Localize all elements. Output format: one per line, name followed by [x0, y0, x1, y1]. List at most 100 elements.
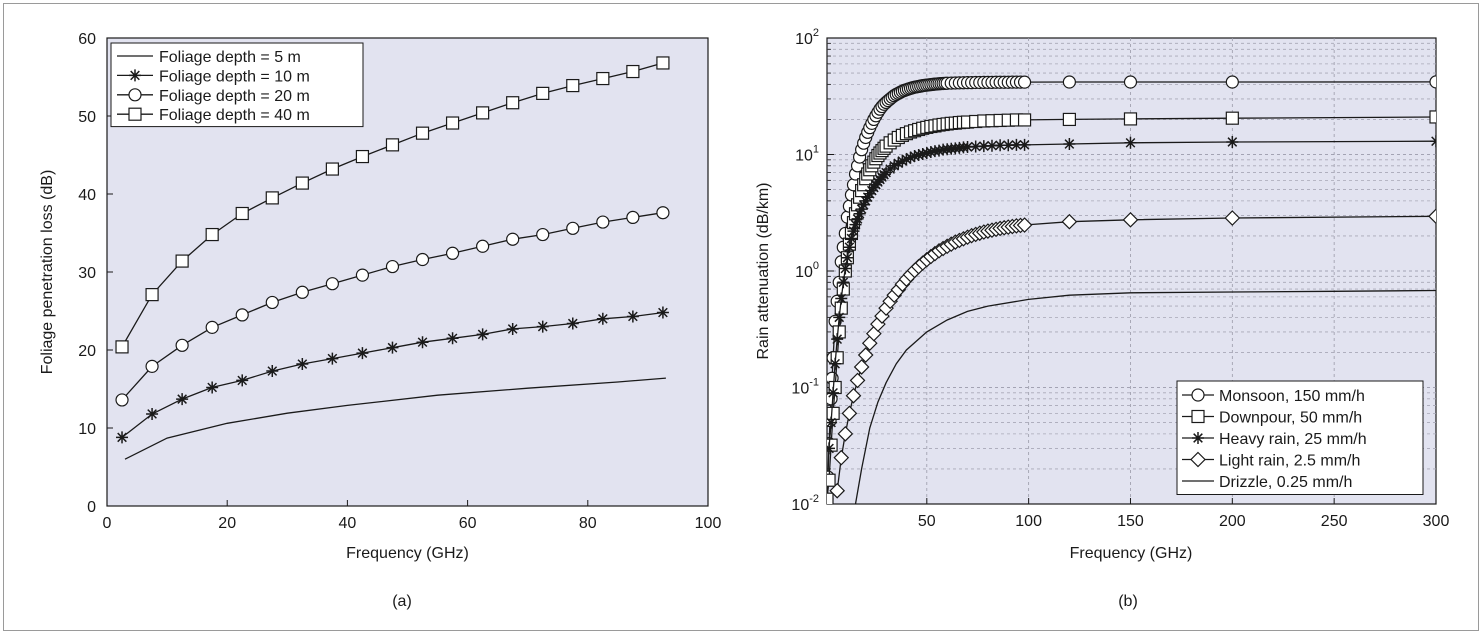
data-point-a-4 [506, 96, 520, 110]
data-point-a-4 [566, 78, 580, 93]
data-point-b-3 [924, 146, 937, 159]
legend-marker-a [128, 107, 142, 121]
x-tick-label-a: 60 [459, 515, 477, 532]
data-point-a-2 [116, 431, 129, 444]
x-tick-label-a: 40 [339, 515, 357, 532]
data-point-b-3 [977, 140, 990, 153]
data-point-b-2 [827, 406, 840, 420]
data-point-b-4 [857, 347, 874, 363]
data-point-b-3 [961, 140, 974, 153]
data-point-a-2 [356, 347, 369, 360]
data-point-b-3 [1430, 135, 1436, 148]
data-point-a-4 [115, 340, 129, 354]
data-point-b-4 [841, 405, 858, 422]
data-point-a-3 [235, 308, 249, 322]
x-axis-label-b: Frequency (GHz) [1070, 545, 1193, 562]
data-point-a-4 [445, 116, 460, 130]
data-point-a-3 [506, 232, 520, 246]
data-point-a-3 [536, 227, 550, 242]
data-point-a-4 [145, 288, 159, 302]
data-point-a-2 [266, 365, 279, 378]
data-point-a-4 [626, 64, 640, 79]
data-point-b-3 [863, 187, 876, 200]
x-tick-label-b: 50 [918, 513, 936, 530]
y-tick-label-a: 10 [78, 421, 96, 438]
data-point-b-2 [827, 492, 834, 504]
y-axis-label-b: Rain attenuation (dB/km) [755, 183, 772, 360]
legend-box-b [1176, 380, 1424, 495]
legend-marker-b [1192, 432, 1204, 444]
data-point-b-3 [908, 150, 921, 163]
legend-label-b: Monsoon, 150 mm/h [1219, 388, 1365, 405]
y-tick-label-a: 30 [78, 265, 96, 282]
y-tick-label-a: 0 [87, 499, 96, 516]
data-point-a-4 [656, 56, 670, 70]
data-point-a-3 [145, 359, 159, 373]
data-point-a-2 [416, 336, 429, 349]
data-point-a-3 [626, 210, 640, 224]
data-point-a-4 [325, 162, 339, 176]
series-line-b-5 [854, 289, 1436, 504]
y-tick-label-b: 101 [795, 144, 819, 165]
data-point-a-3 [175, 338, 189, 352]
data-point-b-4 [853, 359, 870, 375]
data-point-b-3 [920, 147, 933, 160]
data-point-b-3 [841, 251, 854, 264]
data-point-b-4 [1122, 211, 1139, 228]
legend-label-a: Foliage depth = 5 m [159, 49, 301, 66]
y-tick-label-b: 102 [795, 27, 819, 48]
data-point-a-2 [296, 358, 309, 371]
data-point-a-3 [355, 268, 370, 282]
data-point-b-3 [851, 212, 864, 225]
data-point-b-3 [1124, 136, 1137, 149]
panel-a: 0 20 40 60 80 100 0 10 20 30 40 50 60 Foliage depth … [39, 31, 721, 610]
legend-a: Foliage depth = 5 m Foliage depth = 10 m F… [110, 42, 364, 128]
data-point-a-3 [445, 246, 460, 260]
data-point-b-3 [853, 207, 866, 220]
y-tick-label-a: 20 [78, 343, 96, 360]
data-point-b-3 [831, 333, 844, 346]
data-point-b-3 [1063, 138, 1076, 151]
x-tick-label-a: 0 [103, 515, 112, 532]
data-point-a-2 [326, 352, 339, 365]
legend-b: Monsoon, 150 mm/h Downpour, 50 mm/h Heavy … [1176, 380, 1424, 495]
data-point-a-3 [596, 215, 610, 229]
data-point-b-3 [827, 386, 840, 399]
data-point-b-4 [833, 449, 850, 466]
y-axis-label-a: Foliage penetration loss (dB) [39, 170, 56, 375]
legend-box-a [110, 42, 364, 128]
data-point-b-4 [829, 482, 846, 499]
data-point-b-1 [1429, 75, 1436, 89]
data-point-a-4 [536, 86, 550, 100]
data-point-b-3 [896, 154, 909, 167]
data-point-a-2 [206, 381, 219, 394]
panel-b: 50 100 150 200 250 300 102 101 100 10-1 10-2 Monso… [755, 27, 1449, 610]
axis-ticks-a: 0 20 40 60 80 100 0 10 20 30 40 50 60 [78, 31, 721, 532]
legend-marker-b [1191, 388, 1205, 402]
legend-label-b: Heavy rain, 25 mm/h [1219, 431, 1367, 448]
data-point-a-4 [596, 71, 610, 86]
data-point-a-3 [265, 295, 279, 310]
data-point-b-3 [994, 139, 1007, 152]
data-point-a-4 [265, 191, 279, 205]
data-point-a-2 [626, 310, 639, 323]
data-point-b-3 [835, 292, 848, 305]
x-tick-label-b: 300 [1423, 513, 1450, 530]
data-point-b-3 [833, 311, 846, 324]
data-point-b-3 [892, 157, 905, 170]
data-point-b-4 [845, 387, 862, 404]
data-point-b-3 [1226, 136, 1239, 149]
data-point-b-2 [1429, 110, 1436, 124]
data-point-b-4 [837, 426, 854, 442]
caption-a: (a) [392, 593, 412, 610]
legend-label-a: Foliage depth = 40 m [159, 107, 310, 124]
data-point-b-2 [827, 473, 836, 487]
legend-label-a: Foliage depth = 10 m [159, 68, 310, 85]
data-point-a-4 [235, 206, 249, 221]
data-point-b-3 [859, 194, 872, 207]
series-group-a [115, 56, 670, 460]
legend-marker-b [1190, 451, 1206, 468]
data-point-b-3 [847, 225, 860, 238]
